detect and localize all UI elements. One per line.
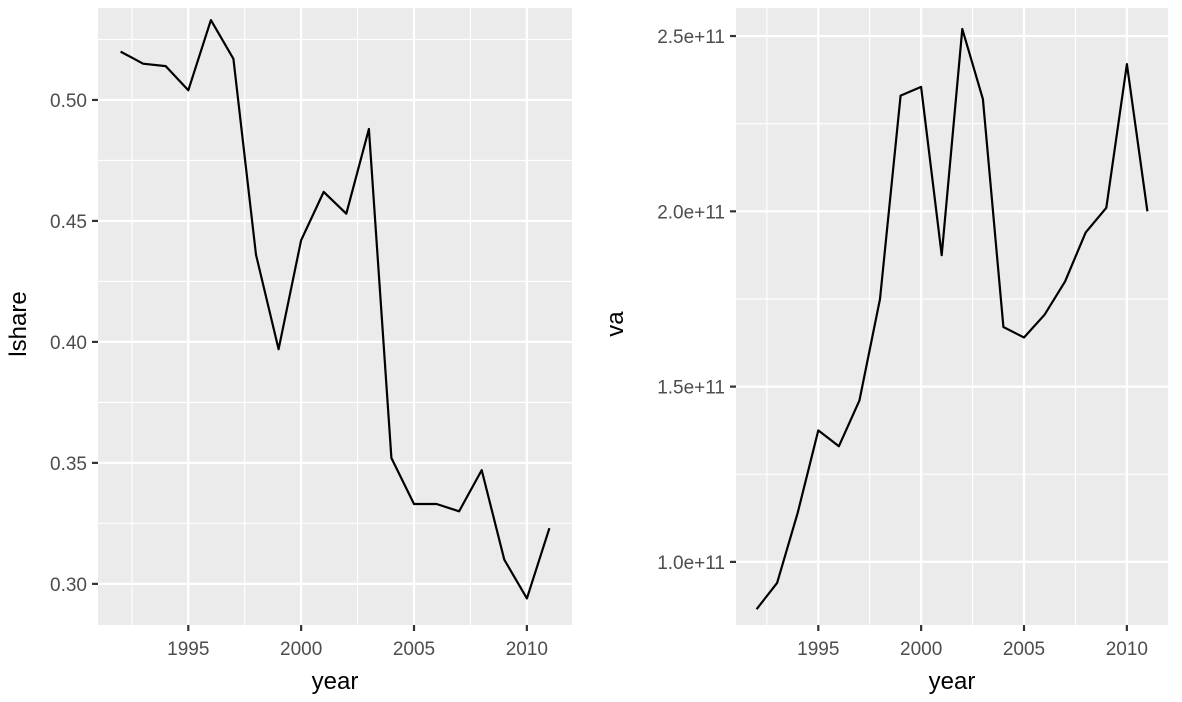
- y-tick-label: 0.50: [50, 91, 87, 112]
- series-line: [755, 27, 1149, 610]
- x-tick-label: 2005: [1003, 639, 1045, 660]
- y-tick-label: 1.5e+11: [657, 378, 725, 399]
- x-tick-label: 1995: [797, 639, 839, 660]
- y-tick-label: 0.35: [50, 454, 87, 475]
- x-axis-title: year: [312, 668, 359, 695]
- x-tick-label: 2010: [506, 639, 548, 660]
- y-tick-label: 2.5e+11: [657, 27, 725, 48]
- plot-background: [98, 8, 572, 625]
- chart-panel-1: 1995 2000 2005 2010 0.30 0.35 0.40 0.45 0.50 year…: [5, 8, 572, 695]
- y-tick-label: 1.0e+11: [657, 553, 725, 574]
- x-tick-label: 2000: [900, 639, 942, 660]
- x-tick-label: 2005: [393, 639, 435, 660]
- y-axis-title: lshare: [5, 291, 32, 356]
- y-tick-label: 0.40: [50, 333, 87, 354]
- y-axis-title: va: [602, 311, 629, 337]
- chart-panel-2: 1995 2000 2005 2010 1.0e+11 1.5e+11 2.0e+11 2.5…: [602, 8, 1168, 695]
- x-tick-label: 2010: [1106, 639, 1148, 660]
- y-tick-label: 0.45: [50, 212, 87, 233]
- series-line: [120, 19, 551, 600]
- y-tick-label: 2.0e+11: [657, 202, 725, 223]
- x-tick-label: 1995: [167, 639, 209, 660]
- y-tick-label: 0.30: [50, 575, 87, 596]
- plot-background: [736, 8, 1168, 625]
- x-axis-title: year: [929, 668, 976, 695]
- x-tick-label: 2000: [280, 639, 322, 660]
